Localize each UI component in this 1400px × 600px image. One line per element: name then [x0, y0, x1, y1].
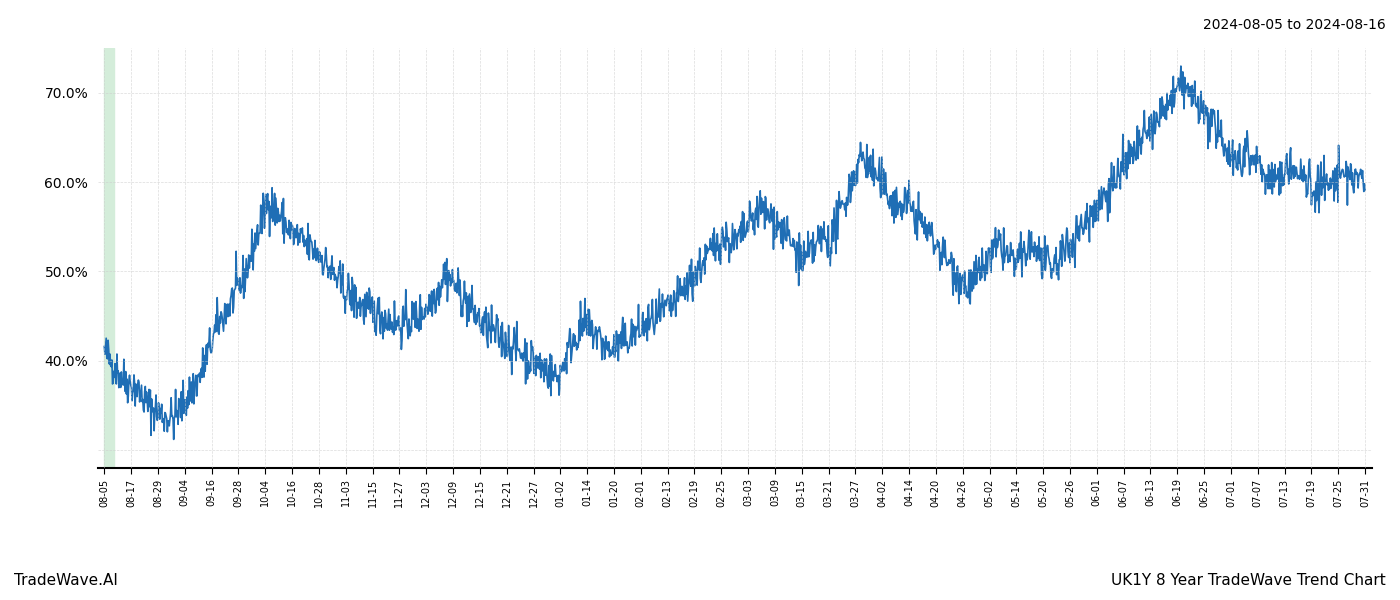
Text: 2024-08-05 to 2024-08-16: 2024-08-05 to 2024-08-16	[1203, 18, 1386, 32]
Text: UK1Y 8 Year TradeWave Trend Chart: UK1Y 8 Year TradeWave Trend Chart	[1112, 573, 1386, 588]
Bar	[105, 48, 113, 468]
Text: TradeWave.AI: TradeWave.AI	[14, 573, 118, 588]
